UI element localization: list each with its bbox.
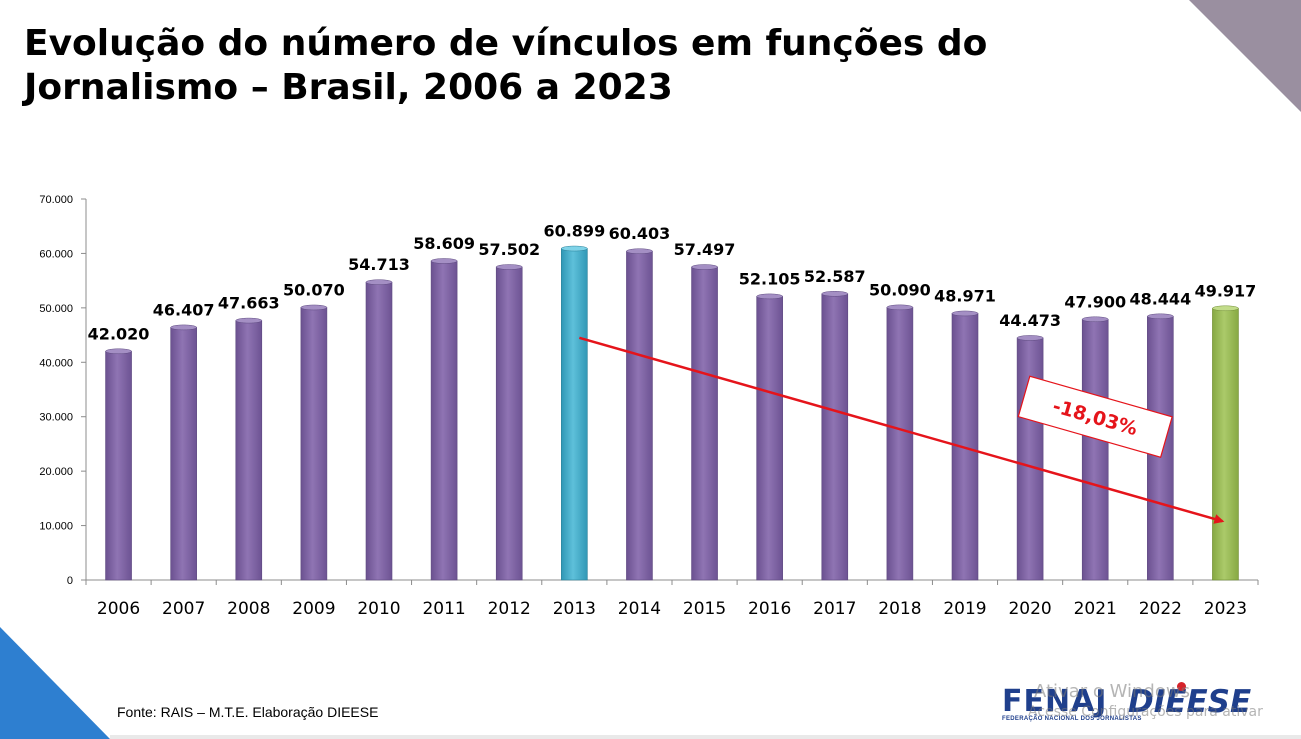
x-tick-label-2014: 2014 — [618, 599, 661, 619]
value-label-2012: 57.502 — [478, 240, 540, 259]
footer-divider — [110, 735, 1301, 739]
bar-2016 — [756, 296, 783, 581]
bar-cap-2021 — [1081, 316, 1109, 323]
windows-activation-watermark: Ativar o Windows Acesse Configurações pa… — [1028, 681, 1263, 722]
x-tick-label-2009: 2009 — [292, 599, 335, 619]
source-note: Fonte: RAIS – M.T.E. Elaboração DIEESE — [117, 704, 379, 720]
chart-x-tick-labels: 2006 2007 2008 2009 2010 2011 2012 2013 2014 2015… — [97, 599, 1247, 619]
trend-arrow — [578, 336, 1225, 524]
bar-cap-2014 — [626, 248, 653, 254]
bar-cap-2010 — [365, 279, 393, 285]
value-label-2023: 49.917 — [1195, 281, 1257, 300]
bar-2013 — [561, 248, 588, 581]
chart-bars — [105, 245, 1239, 581]
corner-decoration-top-right — [1189, 0, 1301, 112]
bar-2011 — [430, 260, 458, 581]
bar-2012 — [495, 266, 523, 581]
bar-cap-2009 — [300, 304, 328, 311]
x-tick-label-2010: 2010 — [357, 599, 400, 619]
value-label-2007: 46.407 — [153, 300, 215, 319]
value-label-2008: 47.663 — [218, 294, 280, 313]
bar-cap-2020 — [1016, 335, 1044, 341]
value-label-2009: 50.070 — [283, 280, 345, 299]
trend-label-box — [1017, 375, 1173, 458]
bar-cap-2023 — [1212, 305, 1239, 312]
value-label-2013: 60.899 — [543, 222, 605, 241]
bar-cap-2008 — [235, 317, 263, 324]
bar-cap-2015 — [691, 264, 718, 270]
dieese-logo-dot — [1177, 682, 1186, 691]
bar-cap-2016 — [756, 293, 783, 300]
bar-2021 — [1081, 318, 1109, 581]
x-tick-label-2020: 2020 — [1008, 599, 1051, 619]
bar-2017 — [821, 293, 849, 581]
bar-2020 — [1016, 337, 1044, 581]
x-tick-label-2011: 2011 — [422, 599, 465, 619]
x-tick-label-2008: 2008 — [227, 599, 270, 619]
bar-cap-2011 — [430, 258, 458, 264]
bar-cap-2018 — [886, 304, 914, 311]
bar-2008 — [235, 320, 263, 581]
x-tick-label-2022: 2022 — [1139, 599, 1182, 619]
chart-axes — [81, 198, 1259, 585]
y-tick-label: 70.000 — [39, 194, 73, 206]
x-tick-label-2021: 2021 — [1074, 599, 1117, 619]
x-tick-label-2019: 2019 — [943, 599, 986, 619]
bar-2023 — [1212, 308, 1239, 581]
y-tick-label: 10.000 — [39, 521, 73, 533]
dieese-logo-text: DIEESE — [1128, 684, 1252, 720]
x-tick-label-2017: 2017 — [813, 599, 856, 619]
fenaj-logo-subtitle: FEDERAÇÃO NACIONAL DOS JORNALISTAS — [1002, 716, 1142, 722]
bar-2015 — [691, 266, 718, 581]
value-label-2021: 47.900 — [1064, 292, 1126, 311]
x-tick-label-2018: 2018 — [878, 599, 921, 619]
bar-cap-2012 — [495, 264, 523, 270]
fenaj-logo-text: FENAJ — [1002, 684, 1108, 719]
chart-y-tick-labels: 0 10.000 20.000 30.000 40.000 50.000 60.000 70.… — [39, 194, 73, 587]
bar-cap-2022 — [1147, 313, 1174, 320]
bar-2018 — [886, 307, 914, 581]
value-label-2019: 48.971 — [934, 286, 996, 305]
y-tick-label: 30.000 — [39, 412, 73, 424]
bar-2014 — [626, 250, 653, 581]
x-tick-label-2015: 2015 — [683, 599, 726, 619]
y-tick-label: 20.000 — [39, 466, 73, 478]
page-title: Evolução do número de vínculos em funçõe… — [24, 23, 988, 108]
y-tick-label: 50.000 — [39, 303, 73, 315]
y-tick-label: 0 — [67, 575, 73, 587]
bar-cap-2019 — [951, 310, 979, 317]
value-label-2011: 58.609 — [413, 234, 475, 253]
value-label-2006: 42.020 — [88, 324, 150, 343]
x-tick-label-2006: 2006 — [97, 599, 140, 619]
y-tick-label: 60.000 — [39, 248, 73, 260]
bar-cap-2017 — [821, 291, 849, 297]
x-tick-label-2016: 2016 — [748, 599, 791, 619]
corner-decoration-bottom-left — [0, 627, 110, 739]
bar-2010 — [365, 281, 393, 581]
value-label-2016: 52.105 — [739, 269, 801, 288]
value-label-2015: 57.497 — [674, 240, 736, 259]
watermark-line-2: Acesse Configurações para ativar — [1028, 704, 1263, 720]
value-label-2020: 44.473 — [999, 311, 1061, 330]
bar-2009 — [300, 307, 328, 581]
x-tick-label-2007: 2007 — [162, 599, 205, 619]
value-label-2022: 48.444 — [1129, 289, 1191, 308]
x-tick-label-2013: 2013 — [553, 599, 596, 619]
value-label-2014: 60.403 — [609, 224, 671, 243]
x-tick-label-2012: 2012 — [488, 599, 531, 619]
value-label-2018: 50.090 — [869, 280, 931, 299]
y-tick-label: 40.000 — [39, 357, 73, 369]
watermark-line-1: Ativar o Windows — [1034, 681, 1190, 702]
bar-2007 — [170, 327, 197, 581]
bar-cap-2006 — [105, 348, 132, 355]
bar-cap-2013 — [561, 245, 588, 252]
fenaj-dieese-logo: FENAJ FEDERAÇÃO NACIONAL DOS JORNALISTAS… — [1002, 682, 1287, 728]
value-label-2017: 52.587 — [804, 267, 866, 286]
value-label-2010: 54.713 — [348, 255, 410, 274]
bar-cap-2007 — [170, 324, 197, 331]
x-tick-label-2023: 2023 — [1204, 599, 1247, 619]
bar-2006 — [105, 350, 132, 581]
